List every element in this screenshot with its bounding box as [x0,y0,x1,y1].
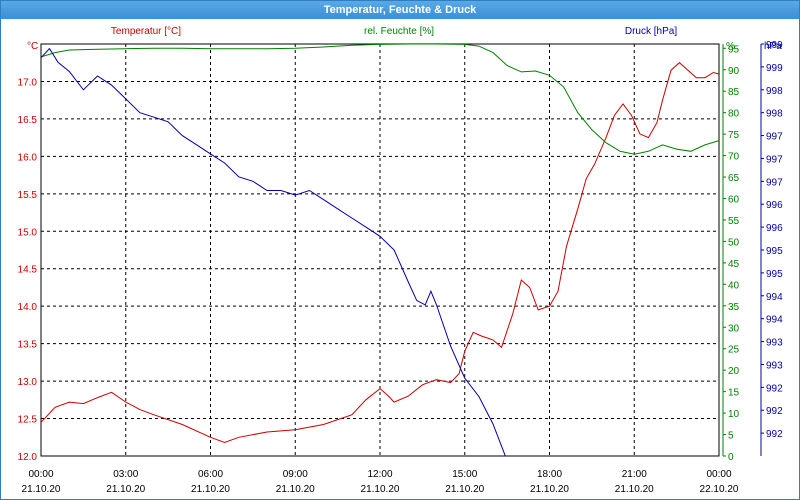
chart-area: 00:00 21.10.20 03:00 21.10.20 06:00 21.10.20 0… [18,26,784,495]
window-title: Temperatur, Feuchte & Druck [1,1,799,19]
x-tick-date: 21.10.20 [530,484,569,495]
humidity-tick-label: 80 [728,109,740,120]
x-tick-time: 06:00 [198,469,223,480]
temperature-tick-label: 16.0 [18,152,38,163]
humidity-unit: % [726,41,735,52]
humidity-tick-label: 0 [728,452,734,463]
pressure-tick-label: 996 [766,223,783,234]
x-tick-time: 00:00 [28,469,53,480]
pressure-tick-label: 993 [766,360,783,371]
x-tick-time: 15:00 [452,469,477,480]
humidity-axis-label: rel. Feuchte [%] [364,26,434,37]
pressure-tick-label: 998 [766,86,783,97]
humidity-tick-label: 75 [728,130,740,141]
humidity-tick-label: 5 [728,431,734,442]
temperature-unit: °C [27,41,38,52]
humidity-tick-label: 95 [728,44,740,55]
x-tick-time: 12:00 [367,469,392,480]
humidity-tick-label: 50 [728,237,740,248]
pressure-tick-label: 998 [766,109,783,120]
temperature-tick-label: 15.0 [18,227,38,238]
x-tick-time: 03:00 [113,469,138,480]
x-tick-date: 21.10.20 [191,484,230,495]
humidity-tick-label: 15 [728,388,740,399]
humidity-tick-label: 30 [728,323,740,334]
x-tick-time: 21:00 [622,469,647,480]
humidity-tick-label: 60 [728,195,740,206]
temperature-tick-label: 14.5 [18,265,38,276]
humidity-tick-label: 25 [728,345,740,356]
temperature-tick-label: 17.0 [18,77,38,88]
pressure-tick-label: 995 [766,246,783,257]
humidity-tick-label: 55 [728,216,740,227]
humidity-tick-label: 90 [728,66,740,77]
pressure-tick-label: 997 [766,154,783,165]
pressure-tick-label: 995 [766,269,783,280]
pressure-tick-label: 994 [766,292,783,303]
x-tick-time: 00:00 [706,469,731,480]
x-tick-time: 09:00 [283,469,308,480]
x-tick-date: 21.10.20 [615,484,654,495]
temperature-tick-label: 15.5 [18,190,38,201]
temperature-tick-label: 12.0 [18,452,38,463]
pressure-tick-label: 997 [766,177,783,188]
x-tick-date: 21.10.20 [106,484,145,495]
temperature-tick-label: 14.0 [18,302,38,313]
x-tick-date: 21.10.20 [361,484,400,495]
humidity-tick-label: 45 [728,259,740,270]
pressure-tick-label: 993 [766,338,783,349]
pressure-tick-label: 992 [766,429,783,440]
pressure-tick-label: 999 [766,40,783,51]
temperature-tick-label: 16.5 [18,115,38,126]
humidity-tick-label: 85 [728,87,740,98]
pressure-tick-label: 997 [766,132,783,143]
pressure-tick-label: 992 [766,383,783,394]
pressure-tick-label: 994 [766,315,783,326]
humidity-tick-label: 70 [728,152,740,163]
temperature-tick-label: 12.5 [18,415,38,426]
pressure-tick-label: 999 [766,63,783,74]
series-line-temperature [41,62,719,444]
humidity-tick-label: 10 [728,409,740,420]
temperature-tick-label: 13.5 [18,340,38,351]
x-tick-date: 22.10.20 [700,484,739,495]
x-tick-date: 21.10.20 [276,484,315,495]
pressure-tick-label: 992 [766,406,783,417]
pressure-unit: hPa [764,41,782,52]
x-tick-time: 18:00 [537,469,562,480]
humidity-tick-label: 35 [728,302,740,313]
pressure-tick-label: 996 [766,200,783,211]
pressure-axis-label: Druck [hPa] [625,26,677,37]
humidity-tick-label: 40 [728,280,740,291]
series-line-humidity [41,44,719,155]
temperature-tick-label: 13.0 [18,377,38,388]
temperature-axis-label: Temperatur [°C] [111,26,181,37]
series-line-pressure [41,47,506,456]
humidity-tick-label: 20 [728,366,740,377]
humidity-tick-label: 65 [728,173,740,184]
x-tick-date: 21.10.20 [22,484,61,495]
x-tick-date: 21.10.20 [445,484,484,495]
